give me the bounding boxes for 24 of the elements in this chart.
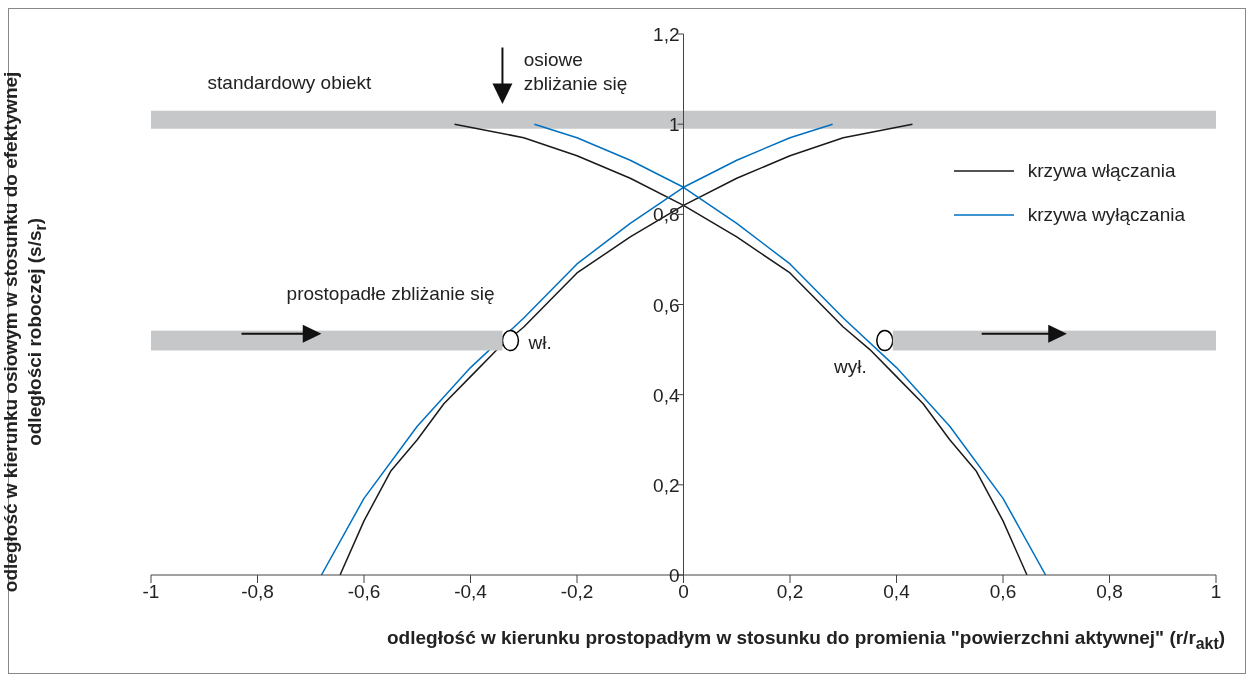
x-tick-label: 0,4 xyxy=(883,581,911,603)
x-tick-label: -0,4 xyxy=(454,581,488,603)
x-axis-title: odległość w kierunku prostopadłym w stosunku do promienia "powierzchni aktywnej" (r/r$_{akt}$) xyxy=(386,627,1225,653)
x-tick-label: -0,6 xyxy=(347,581,381,603)
annotation: osiowe zbliżanie się xyxy=(523,48,628,94)
y-tick-label: 1,2 xyxy=(653,24,680,45)
annotation: wył. xyxy=(833,355,867,377)
annotation: wł. xyxy=(527,331,552,353)
x-tick-label: -1 xyxy=(142,581,160,603)
y-tick-label: 0,6 xyxy=(653,294,680,316)
annotation: prostopadłe zbliżanie się xyxy=(286,282,495,304)
legend-label: krzywa włączania xyxy=(1027,160,1176,182)
x-tick-label: -0,8 xyxy=(241,581,274,603)
y-tick-label: 0,2 xyxy=(653,474,680,496)
y-tick-label: 0,4 xyxy=(653,384,680,406)
legend-label: krzywa wyłączania xyxy=(1027,204,1185,226)
x-tick-label: 1 xyxy=(1210,581,1222,603)
y-tick-label: 1 xyxy=(668,114,680,136)
x-tick-label: 0,6 xyxy=(989,581,1017,603)
x-tick-label: 0,2 xyxy=(776,581,804,603)
x-tick-label: 0,8 xyxy=(1096,581,1123,603)
y-tick-label: 0 xyxy=(668,565,680,586)
x-tick-label: -0,2 xyxy=(560,581,594,603)
band-label: standardowy obiekt xyxy=(207,71,373,93)
